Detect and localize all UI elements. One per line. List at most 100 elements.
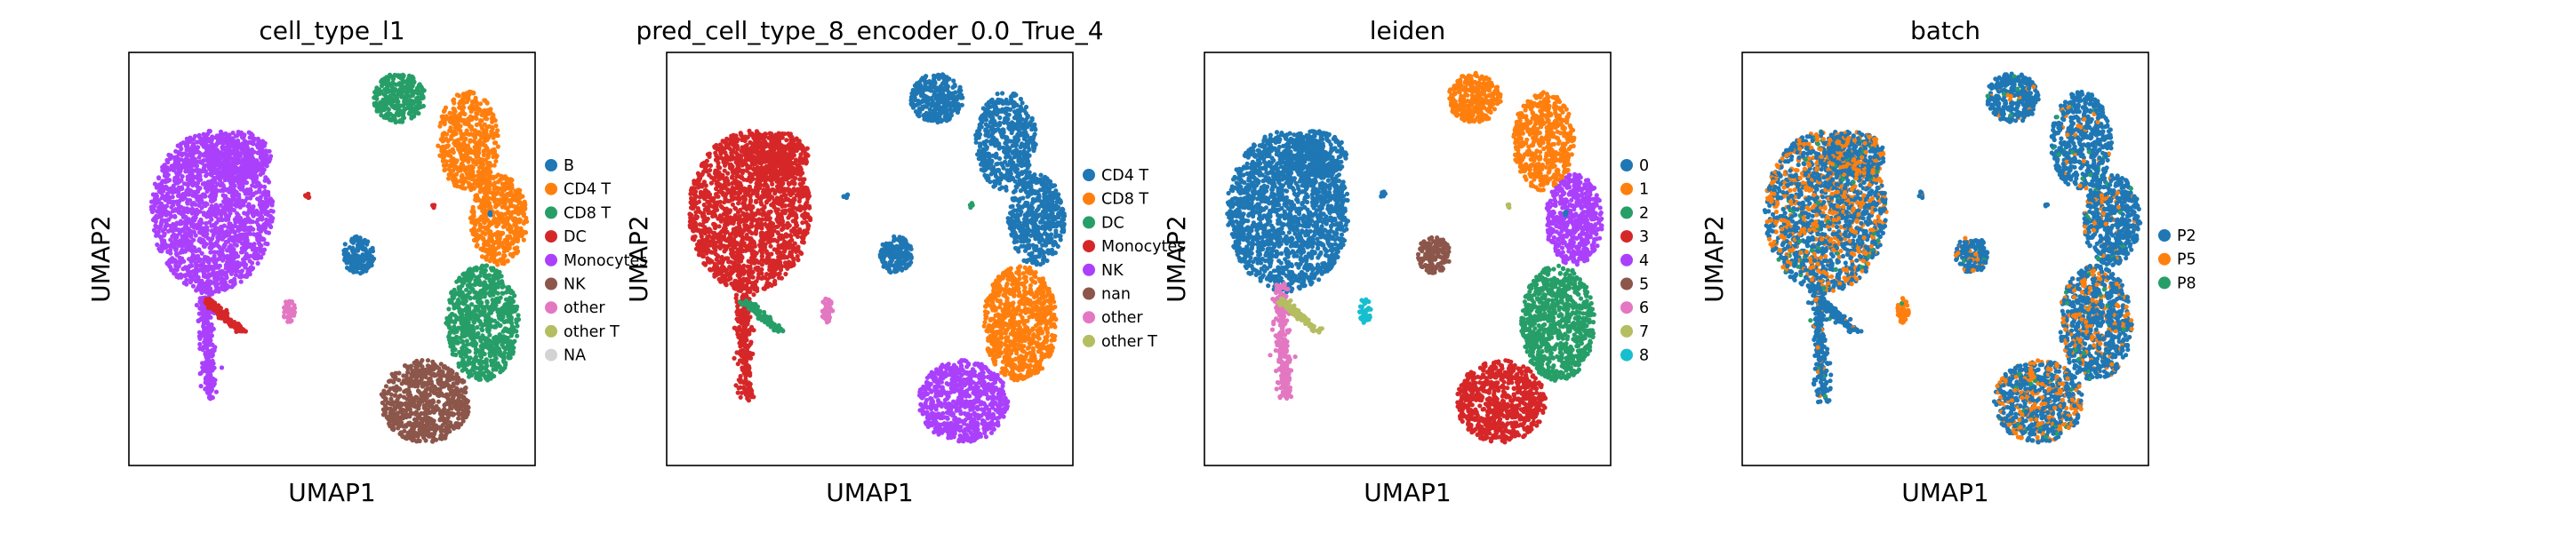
data-point bbox=[520, 232, 525, 237]
data-point bbox=[444, 163, 450, 168]
data-point bbox=[198, 230, 204, 235]
data-point bbox=[342, 258, 348, 263]
data-point bbox=[496, 298, 501, 303]
data-point bbox=[204, 242, 209, 247]
data-point bbox=[396, 73, 401, 78]
data-point bbox=[205, 325, 211, 330]
data-point bbox=[168, 237, 173, 243]
data-point bbox=[200, 181, 205, 187]
data-point bbox=[246, 191, 252, 196]
data-point bbox=[236, 138, 241, 144]
data-point bbox=[236, 185, 242, 190]
data-point bbox=[156, 204, 162, 211]
data-point bbox=[180, 174, 185, 179]
data-point bbox=[160, 179, 165, 184]
data-point bbox=[162, 227, 167, 232]
data-point bbox=[195, 226, 200, 231]
data-point bbox=[177, 187, 182, 192]
data-point bbox=[288, 300, 293, 306]
data-point bbox=[213, 171, 219, 176]
data-point bbox=[452, 324, 457, 330]
data-point bbox=[393, 120, 398, 125]
data-point bbox=[458, 168, 463, 173]
data-point bbox=[465, 370, 471, 375]
data-point bbox=[484, 317, 489, 322]
data-point bbox=[203, 254, 208, 259]
data-point bbox=[502, 303, 508, 308]
data-point bbox=[482, 305, 488, 310]
data-point bbox=[466, 116, 471, 122]
data-point bbox=[506, 211, 511, 216]
data-point bbox=[475, 232, 480, 237]
data-point bbox=[494, 224, 500, 229]
data-point bbox=[186, 192, 191, 197]
data-point bbox=[484, 263, 490, 268]
data-point bbox=[500, 253, 507, 259]
data-point bbox=[172, 214, 178, 219]
data-point bbox=[454, 290, 460, 296]
data-point bbox=[483, 113, 489, 118]
data-point bbox=[452, 320, 458, 325]
data-point bbox=[451, 340, 456, 346]
data-point bbox=[228, 163, 233, 168]
data-point bbox=[494, 132, 500, 139]
data-point bbox=[209, 361, 214, 366]
data-point bbox=[196, 168, 203, 173]
data-point bbox=[379, 89, 384, 95]
data-point bbox=[255, 136, 260, 141]
data-point bbox=[230, 259, 236, 265]
data-point bbox=[266, 179, 272, 185]
data-point bbox=[502, 350, 508, 355]
data-point bbox=[167, 195, 172, 201]
data-point bbox=[384, 90, 389, 95]
data-point bbox=[220, 236, 225, 242]
data-point bbox=[211, 222, 216, 227]
data-point bbox=[470, 204, 476, 210]
data-point bbox=[177, 171, 182, 176]
data-point bbox=[156, 175, 162, 180]
data-point bbox=[227, 244, 232, 250]
data-point bbox=[213, 203, 219, 210]
data-point bbox=[372, 102, 378, 108]
data-point bbox=[239, 273, 244, 278]
data-point bbox=[453, 179, 459, 185]
data-point bbox=[181, 160, 188, 165]
chart-title: cell_type_l1 bbox=[259, 16, 404, 45]
data-point bbox=[392, 115, 397, 120]
data-point bbox=[409, 115, 414, 121]
data-point bbox=[263, 220, 268, 227]
data-point bbox=[482, 173, 487, 179]
data-point bbox=[463, 315, 469, 321]
data-point bbox=[262, 140, 268, 146]
data-point bbox=[204, 202, 210, 207]
data-point bbox=[161, 188, 166, 194]
data-point bbox=[480, 206, 485, 211]
data-point bbox=[351, 257, 356, 262]
data-point bbox=[196, 139, 202, 145]
data-point bbox=[190, 222, 196, 227]
data-point bbox=[231, 282, 236, 288]
data-point bbox=[201, 319, 206, 324]
data-point bbox=[248, 231, 253, 236]
data-point bbox=[452, 97, 457, 102]
data-point bbox=[223, 270, 228, 275]
data-point bbox=[247, 187, 252, 192]
data-point bbox=[454, 338, 460, 344]
data-point bbox=[259, 184, 264, 189]
data-point bbox=[493, 303, 499, 308]
data-point bbox=[476, 330, 481, 336]
data-point bbox=[342, 247, 348, 252]
data-point bbox=[188, 154, 195, 159]
data-point bbox=[489, 174, 494, 179]
data-point bbox=[500, 258, 507, 264]
data-point bbox=[467, 290, 473, 295]
data-point bbox=[246, 243, 252, 250]
data-point bbox=[452, 330, 457, 335]
data-point bbox=[167, 167, 172, 172]
data-point bbox=[237, 142, 244, 147]
data-point bbox=[192, 218, 197, 223]
data-point bbox=[192, 133, 198, 139]
data-point bbox=[468, 282, 474, 288]
data-point bbox=[213, 260, 219, 266]
data-point bbox=[220, 286, 226, 292]
